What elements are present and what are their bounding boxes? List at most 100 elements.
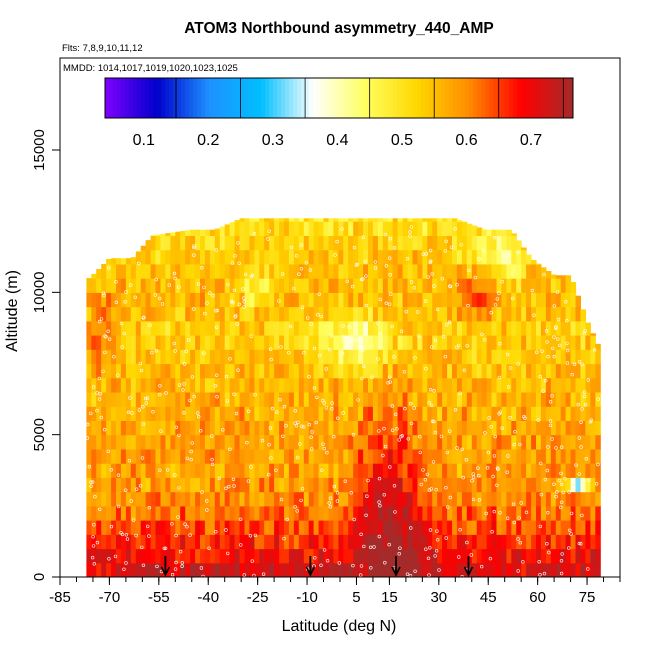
heat-cell [116,263,122,279]
heat-cell [303,218,310,222]
heat-cell [200,335,206,350]
heat-cell [387,392,394,407]
sample-point [490,529,494,534]
heat-cell [234,220,241,222]
sample-point [102,293,106,298]
sample-point [176,515,180,519]
heat-cell [471,548,478,564]
heat-cell [580,562,586,577]
heat-cell [209,491,216,507]
heat-cell [284,249,290,265]
heat-cell [165,306,171,322]
heat-cell [402,249,409,265]
heat-cell [175,406,181,421]
sample-point [107,266,111,270]
sample-point [421,252,425,256]
heat-cell [501,306,507,322]
heat-cell [229,335,236,350]
heat-cell [363,520,369,535]
sample-point [517,516,521,520]
sample-point [413,356,417,360]
sample-point [493,303,498,307]
heat-cell [209,235,216,251]
heat-cell [234,505,241,521]
heat-cell [249,349,255,365]
sample-point [321,442,325,446]
heat-cell [363,377,369,393]
heat-cell [481,520,488,535]
heat-cell [313,349,320,365]
heat-cell [86,548,92,564]
heat-cell [372,491,379,507]
heat-cell [427,406,433,421]
sample-point [294,254,299,258]
heat-cell [392,263,399,279]
heat-cell [303,463,310,478]
heat-cell [432,420,438,436]
sample-point [569,532,573,536]
heat-cell [422,491,428,507]
sample-point [329,334,334,338]
heat-cell [279,363,285,379]
sample-point [488,556,493,561]
heat-cell [259,278,265,293]
heat-cell [402,377,409,393]
sample-point [464,458,468,462]
heat-cell [155,548,161,564]
heat-cell [264,263,270,279]
heat-cell [343,292,349,308]
heat-cell [106,278,112,293]
heat-cell [279,477,285,493]
heat-cell [86,505,92,521]
heat-cell [580,406,586,421]
heat-cell [116,406,122,421]
sample-point [455,345,459,350]
heat-cell [323,349,329,365]
heat-cell [175,520,181,535]
heat-cell [106,349,112,365]
heat-cell [284,477,290,493]
colorbar-swatch [313,78,318,118]
heat-cell [91,491,97,507]
heat-cell [135,320,142,336]
heat-cell [348,534,354,550]
heat-cell [328,534,334,550]
heat-cell [526,562,532,577]
sample-point [292,286,296,291]
heat-cell [511,349,517,365]
heat-cell [239,491,245,507]
heat-cell [264,218,270,222]
heat-cell [96,406,102,421]
colorbar-swatch [209,78,214,118]
heat-cell [437,505,443,521]
heat-cell [284,306,290,322]
heat-cell [471,562,478,577]
heat-cell [140,477,147,493]
heat-cell [422,477,428,493]
colorbar-swatch [417,78,422,118]
heat-cell [180,463,186,478]
heat-cell [358,562,364,577]
heat-cell [293,463,300,478]
colorbar-swatch [513,78,518,118]
sample-point [87,465,92,469]
heat-cell [288,505,295,521]
heat-cell [570,335,577,350]
heat-cell [101,377,107,393]
sample-point [317,292,321,296]
heat-cell [377,562,384,577]
heat-cell [531,349,537,365]
heat-cell [521,434,527,450]
heat-cell [348,335,354,350]
heat-cell [526,491,532,507]
heat-cell [452,235,458,251]
heat-cell [358,406,364,421]
heat-cell [447,434,453,450]
sample-point [141,316,146,320]
y-tick-label: 10000 [31,271,48,313]
heat-cell [392,392,399,407]
sample-point [88,411,93,416]
sample-point [388,380,392,384]
heat-cell [575,434,581,450]
sample-point [458,527,462,532]
